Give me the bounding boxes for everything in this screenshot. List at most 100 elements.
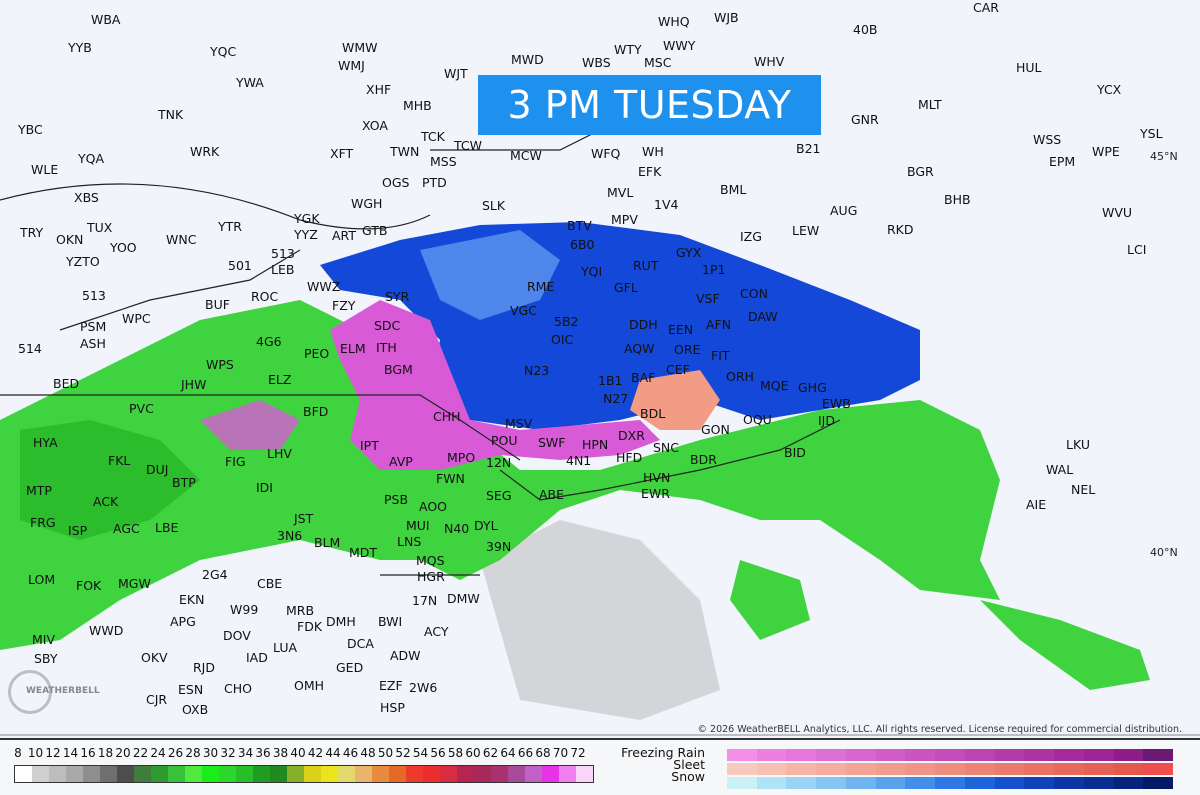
freezing-rain-swatch [1113,749,1144,761]
station-label: WSS [1033,132,1062,147]
freezing-rain-swatch [845,749,876,761]
station-label: BDR [690,452,717,467]
dbz-color-swatch [202,766,219,782]
station-label: TCK [421,129,445,144]
dbz-color-swatch [134,766,151,782]
station-label: W99 [230,602,259,617]
snow-swatch [1143,777,1174,789]
legend-panel: 8 10 12 14 16 18 20 22 24 26 28 30 32 34 36 38 40 42 44 46 4… [0,738,1200,795]
sleet-swatch [1113,763,1144,775]
station-label: WHV [754,54,785,69]
station-label: WPE [1092,144,1120,159]
snow-swatch [1083,777,1114,789]
station-label: YOO [110,240,137,255]
station-label: BDL [640,406,666,421]
station-label: BHB [944,192,971,207]
dbz-color-swatch [559,766,576,782]
freezing-rain-swatch [905,749,936,761]
dbz-tick-label: 46 [342,746,359,760]
station-label: BWI [378,614,403,629]
station-label: JHW [181,377,207,392]
snow-swatch [756,777,787,789]
forecast-time-title: 3 PM TUESDAY [478,75,821,135]
station-label: 514 [18,341,42,356]
dbz-color-swatch [304,766,321,782]
station-label: GYX [676,245,702,260]
latitude-label: 45°N [1150,150,1178,163]
station-label: PSM [80,319,107,334]
freezing-rain-swatch [1143,749,1174,761]
station-label: FWN [436,471,465,486]
station-label: FKL [108,453,131,468]
station-label: AQW [624,341,655,356]
station-label: HYA [33,435,58,450]
station-label: MQS [416,553,445,568]
dbz-color-swatch [32,766,49,782]
station-label: OGS [382,175,410,190]
station-label: ACY [424,624,449,639]
snow-swatch [845,777,876,789]
station-label: IDI [256,480,273,495]
rain-area [730,560,810,640]
dbz-tick-label: 64 [500,746,516,760]
station-label: FDK [297,619,323,634]
station-label: MSC [644,55,672,70]
station-label: ASH [80,336,106,351]
freezing-rain-swatch [875,749,906,761]
station-label: EEN [668,322,694,337]
station-label: MTP [26,483,52,498]
sleet-swatch [964,763,995,775]
station-label: JST [294,511,314,526]
station-label: LKU [1066,437,1090,452]
snow-swatch [935,777,965,789]
snow-swatch [1054,777,1084,789]
dbz-tick-label: 18 [97,746,114,760]
dbz-tick-label: 24 [150,746,166,760]
station-label: AUG [830,203,858,218]
station-label: DAW [748,309,778,324]
station-label: WBS [582,55,611,70]
station-label: LNS [397,534,422,549]
station-label: HPN [582,437,609,452]
station-label: NEL [1071,482,1096,497]
station-label: ELM [340,341,366,356]
sleet-swatch [1143,763,1174,775]
weather-map: WBA YYB YQC WMW WMJ YWA XHF MHB WJT MWD WHQ WJB WTY W… [0,0,1200,736]
dbz-scale-labels: 8 10 12 14 16 18 20 22 24 26 28 30 32 34 36 38 40 42 44 46 4… [10,746,600,760]
dbz-color-swatch [474,766,491,782]
sleet-swatch [845,763,876,775]
station-label: OMH [294,678,325,693]
dbz-tick-label: 30 [202,746,219,760]
station-label: AFN [706,317,732,332]
station-label: CBE [257,576,283,591]
dbz-tick-label: 50 [377,746,394,760]
station-label: FIT [711,348,730,363]
dbz-color-swatch [66,766,83,782]
station-label: FOK [76,578,102,593]
station-label: AVP [389,454,413,469]
station-label: LEW [792,223,820,238]
station-label: MDT [349,545,378,560]
station-label: WPS [206,357,234,372]
station-label: TWN [390,144,420,159]
station-label: OIC [551,332,574,347]
freezing-rain-swatch [1083,749,1114,761]
snow-swatch [816,777,846,789]
dbz-color-swatch [270,766,287,782]
dbz-tick-label: 32 [220,746,236,760]
station-label: LUA [273,640,298,655]
station-label: YTR [218,219,242,234]
station-label: ART [332,228,356,243]
dbz-color-swatch [219,766,236,782]
snow-label: Snow [671,769,705,784]
freezing-rain-swatch [964,749,995,761]
station-label: PSB [384,492,409,507]
station-label: EPM [1049,154,1076,169]
dbz-color-bar [14,765,594,783]
station-label: N40 [444,521,470,536]
station-label: CEF [666,362,690,377]
station-label: PTD [422,175,447,190]
dbz-tick-label: 42 [307,746,324,760]
station-label: YYZ [294,227,318,242]
sleet-label: Sleet [673,757,705,772]
